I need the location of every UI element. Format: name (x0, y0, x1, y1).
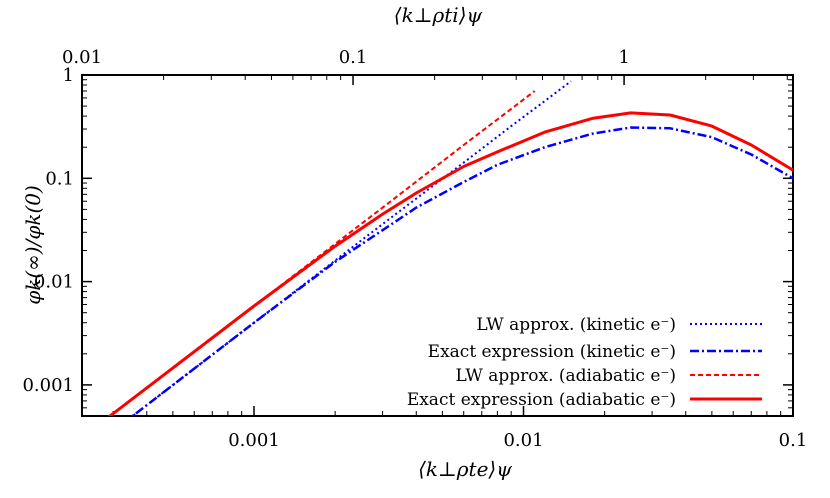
x-tick-label: 0.01 (503, 430, 543, 451)
x-axis-title: ⟨k⊥ρte⟩ψ (418, 457, 512, 481)
legend-label: LW approx. (kinetic e⁻) (476, 315, 676, 335)
series-line-4 (107, 111, 793, 416)
legend-label: LW approx. (adiabatic e⁻) (456, 366, 676, 386)
x-tick-label: 0.001 (228, 430, 280, 451)
plot-frame (81, 74, 794, 417)
legend-label: Exact expression (adiabatic e⁻) (407, 390, 676, 410)
y-tick-label: 0.1 (45, 168, 74, 189)
series-line-2 (130, 126, 793, 416)
y-tick-label: 0.01 (34, 272, 74, 293)
ticks-layer: 0.001 0.01 0.1 0.01 0.1 1 0.001 0.01 0.1 1 (22, 47, 807, 451)
series-layer (107, 80, 793, 416)
y-tick-label: 1 (63, 65, 74, 86)
legend-label: Exact expression (kinetic e⁻) (428, 342, 676, 362)
x2-axis-title: ⟨k⊥ρti⟩ψ (394, 3, 483, 27)
y-axis-title: φk(∞)/φk(0) (21, 185, 45, 305)
x2-tick-label: 0.1 (339, 47, 368, 68)
x2-tick-label: 1 (618, 47, 629, 68)
x2-tick-label: 0.01 (62, 47, 102, 68)
x-tick-label: 0.1 (779, 430, 808, 451)
legend: LW approx. (kinetic e⁻) Exact expression … (407, 315, 762, 410)
y-tick-label: 0.001 (22, 375, 74, 396)
